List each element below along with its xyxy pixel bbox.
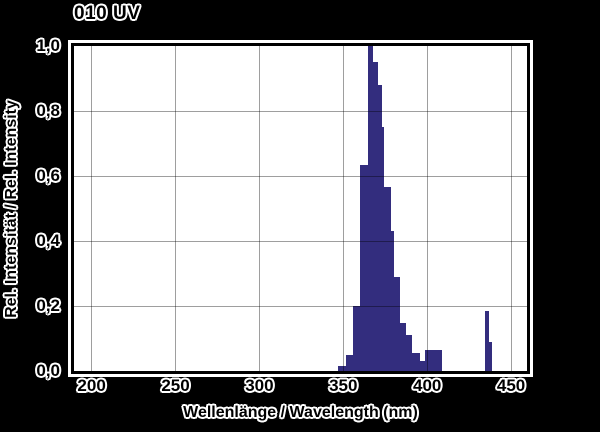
x-tick-label: 300 xyxy=(245,376,274,395)
gridline-vertical xyxy=(258,46,260,371)
x-tick-label: 400 xyxy=(412,376,442,395)
spectrum-bar xyxy=(373,62,378,371)
y-tick-label: 0,6 xyxy=(36,166,60,185)
spectrum-bar xyxy=(377,85,382,371)
spectrum-bar xyxy=(381,127,385,371)
gridline-vertical xyxy=(342,46,344,371)
gridline-vertical xyxy=(91,46,93,371)
spectrum-bar xyxy=(420,361,426,371)
spectrum-bar xyxy=(384,187,392,371)
gridline-horizontal xyxy=(74,110,527,112)
chart-title: 010 UV xyxy=(74,3,141,24)
x-tick-label: 250 xyxy=(161,376,190,395)
spectrum-bar xyxy=(353,306,361,371)
spectrum-bar xyxy=(485,310,490,371)
spectrum-bar xyxy=(345,354,354,371)
gridline-horizontal xyxy=(74,240,527,242)
y-axis-label: Rel. Intensität / Rel. Intensity xyxy=(3,100,20,318)
spectrum-bar xyxy=(425,349,443,371)
spectrum-bar xyxy=(391,231,394,371)
spectrum-bar xyxy=(393,276,401,371)
spectrum-bar xyxy=(400,322,407,371)
x-tick-label: 450 xyxy=(496,376,526,395)
gridline-vertical xyxy=(510,46,512,371)
y-tick-label: 0,2 xyxy=(36,296,60,315)
spectrum-bar xyxy=(360,164,369,371)
spectrum-bar xyxy=(338,366,346,371)
spectrum-bar xyxy=(406,334,413,371)
gridline-horizontal xyxy=(74,175,527,177)
x-tick-label: 350 xyxy=(329,376,358,395)
spectrum-bar xyxy=(368,46,374,371)
x-axis-label: Wellenlänge / Wavelength (nm) xyxy=(183,404,418,421)
x-tick-label: 200 xyxy=(77,376,106,395)
gridline-vertical xyxy=(175,46,176,371)
spectrum-bar xyxy=(489,341,492,371)
y-tick-label: 0,8 xyxy=(36,101,60,120)
spectrum-bar xyxy=(412,352,421,371)
y-tick-label: 0,4 xyxy=(36,231,60,250)
plot-area xyxy=(71,43,530,374)
gridline-horizontal xyxy=(74,305,527,307)
gridline-vertical xyxy=(426,46,428,371)
y-tick-label: 0,0 xyxy=(36,361,60,380)
y-tick-label: 1,0 xyxy=(36,36,60,55)
